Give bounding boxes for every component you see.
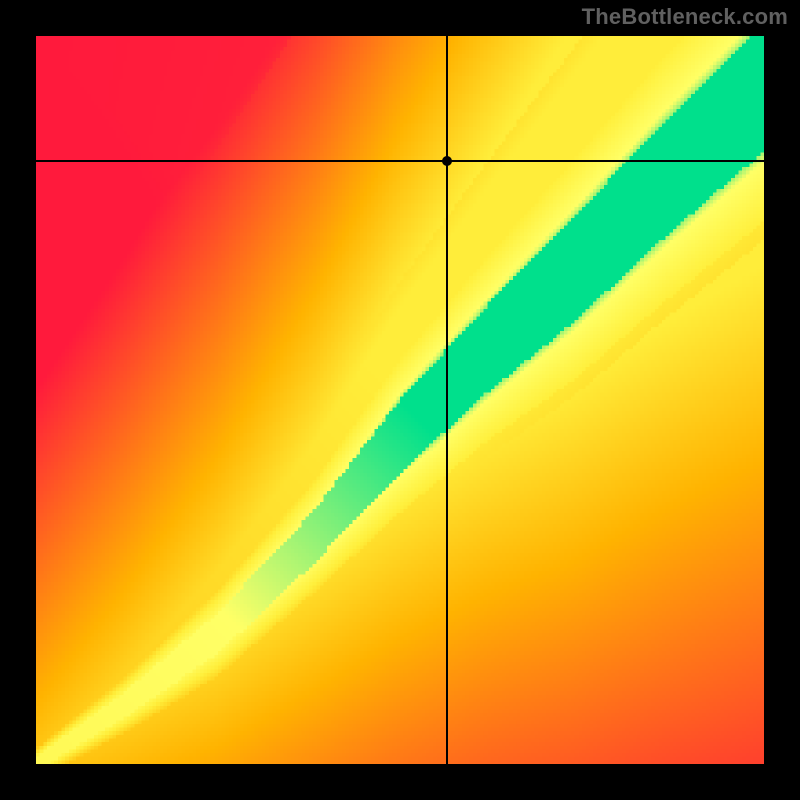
watermark-text: TheBottleneck.com	[582, 4, 788, 30]
heatmap-canvas	[36, 36, 764, 764]
crosshair-horizontal	[36, 160, 764, 162]
heatmap-plot	[36, 36, 764, 764]
crosshair-dot	[442, 156, 452, 166]
crosshair-vertical	[446, 36, 448, 764]
chart-container: TheBottleneck.com	[0, 0, 800, 800]
